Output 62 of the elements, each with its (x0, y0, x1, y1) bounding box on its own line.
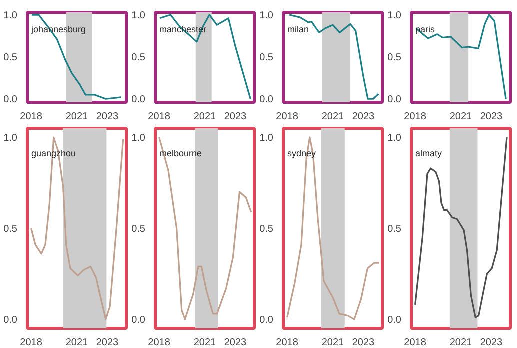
x-tick-label: 2018 (20, 338, 43, 348)
y-tick-label: 0.5 (388, 52, 402, 64)
text: almaty (416, 148, 443, 158)
text: sydney (288, 148, 317, 158)
y-tick-label: 1.0 (4, 10, 18, 22)
y-tick-label: 0.5 (260, 224, 274, 235)
y-tick-label: 1.0 (388, 10, 402, 22)
x-tick-label: 2018 (404, 112, 427, 122)
x-tick-label: 2018 (404, 338, 427, 348)
text: milan (288, 24, 310, 34)
y-tick-label: 0.0 (260, 314, 274, 326)
y-tick-label: 0.0 (132, 94, 146, 106)
x-tick-label: 2023 (352, 338, 376, 348)
x-tick-label: 2018 (276, 338, 299, 348)
y-tick-label: 0.0 (4, 94, 18, 106)
line-series (415, 14, 507, 100)
y-tick-label: 0.0 (4, 314, 18, 326)
x-tick-label: 2021 (66, 338, 89, 348)
x-tick-label: 2023 (224, 112, 248, 122)
y-tick-label: 1.0 (132, 133, 146, 144)
x-tick-label: 2018 (148, 112, 171, 122)
y-tick-label: 1.0 (260, 133, 274, 144)
y-tick-label: 0.5 (4, 224, 18, 235)
x-tick-label: 2023 (480, 338, 504, 348)
x-tick-label: 2023 (96, 112, 120, 122)
y-tick-label: 0.0 (260, 94, 274, 106)
y-tick-label: 1.0 (260, 10, 274, 22)
x-tick-label: 2018 (20, 112, 43, 122)
x-tick-label: 2021 (322, 112, 345, 122)
y-tick-label: 1.0 (4, 133, 18, 144)
x-tick-label: 2023 (96, 338, 120, 348)
x-tick-label: 2021 (66, 112, 89, 122)
x-tick-label: 2018 (276, 112, 299, 122)
text: guangzhou (32, 148, 76, 158)
y-tick-label: 0.5 (132, 224, 146, 235)
line-series (288, 14, 380, 100)
y-tick-label: 0.5 (4, 52, 18, 64)
y-tick-label: 0.0 (132, 314, 146, 326)
x-tick-label: 2021 (322, 338, 345, 348)
y-tick-label: 0.0 (388, 314, 402, 326)
line-series (158, 136, 252, 320)
line-series (286, 136, 380, 320)
line-series (414, 136, 508, 318)
x-tick-label: 2021 (194, 112, 217, 122)
x-tick-label: 2018 (148, 338, 171, 348)
x-tick-label: 2021 (194, 338, 217, 348)
y-tick-label: 0.5 (132, 52, 146, 64)
y-tick-label: 0.5 (260, 52, 274, 64)
x-tick-label: 2023 (352, 112, 376, 122)
x-tick-label: 2021 (450, 338, 473, 348)
y-tick-label: 1.0 (132, 10, 146, 22)
x-tick-label: 2023 (224, 338, 248, 348)
text: melbourne (160, 148, 202, 158)
y-tick-label: 1.0 (388, 133, 402, 144)
x-tick-label: 2021 (450, 112, 473, 122)
text: paris (416, 24, 436, 34)
y-tick-label: 0.0 (388, 94, 402, 106)
line-series (31, 14, 122, 100)
line-series (159, 14, 252, 100)
x-tick-label: 2023 (480, 112, 504, 122)
y-tick-label: 0.5 (388, 224, 402, 235)
line-series (30, 136, 124, 320)
